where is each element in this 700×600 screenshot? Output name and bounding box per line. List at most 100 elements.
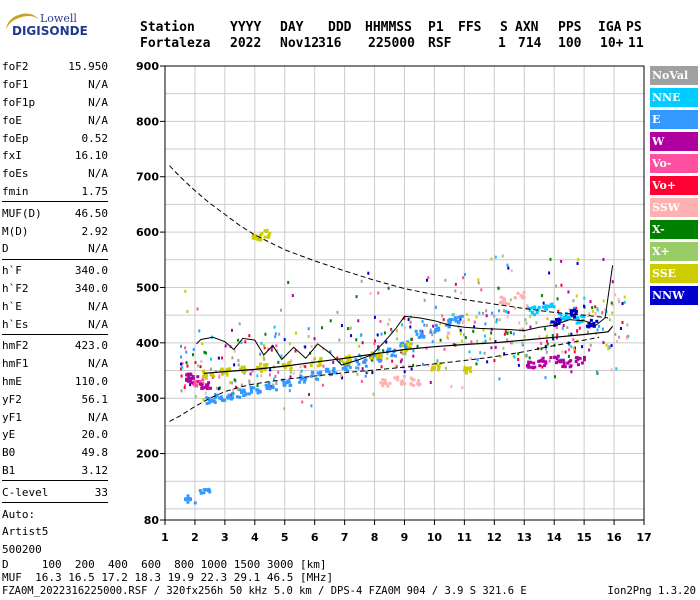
noise-point	[274, 374, 277, 378]
trace-point	[256, 237, 260, 241]
noise-point	[486, 360, 489, 364]
noise-point	[359, 333, 362, 337]
auto-line-1: Artist5	[2, 525, 49, 539]
param-name: B1	[2, 463, 16, 477]
noise-point	[401, 323, 404, 327]
trace-point	[437, 326, 441, 330]
noise-point	[400, 358, 403, 362]
trace-point	[376, 357, 380, 361]
noise-point	[512, 332, 515, 336]
noise-point	[549, 257, 552, 261]
trace-point	[563, 317, 567, 321]
noise-point	[498, 377, 501, 381]
trace-point	[507, 302, 511, 306]
trace-point	[228, 367, 232, 371]
param-name: C-level	[2, 485, 49, 499]
trace-point	[387, 347, 391, 351]
param-row-b0: B0 49.8	[2, 444, 108, 462]
param-separator	[2, 502, 108, 504]
param-value: N/A	[88, 95, 108, 109]
noise-point	[395, 365, 398, 369]
trace-point	[387, 349, 391, 353]
noise-point	[237, 358, 240, 362]
param-name: yF2	[2, 392, 22, 406]
trace-point	[189, 372, 193, 376]
trace-point	[529, 360, 533, 364]
noise-point	[561, 350, 564, 354]
noise-point	[338, 358, 341, 362]
param-row-foes: foEs N/A	[2, 165, 108, 183]
x-tick-label: 17	[636, 531, 651, 544]
header-label-11: PS	[626, 20, 642, 35]
trace-point	[373, 353, 377, 357]
header-label-9: PPS	[558, 20, 582, 35]
trace-point	[419, 329, 423, 333]
trace-point	[225, 372, 229, 376]
trace-point	[347, 354, 351, 358]
param-name: foF2	[2, 60, 29, 74]
noise-point	[557, 309, 560, 313]
trace-point	[580, 361, 584, 365]
param-name: h`E	[2, 299, 22, 313]
param-row-fmin: fmin 1.75	[2, 183, 108, 201]
trace-point	[429, 330, 433, 334]
noise-point	[507, 266, 510, 270]
trace-point	[447, 325, 451, 329]
param-value: 1.75	[81, 184, 109, 198]
noise-point	[610, 344, 613, 348]
header-label-4: HHMMSS	[365, 20, 412, 35]
noise-point	[583, 296, 586, 300]
legend-item-vo-: Vo+	[650, 176, 698, 195]
trace-point	[513, 296, 517, 300]
noise-point	[237, 363, 240, 367]
trace-point	[264, 364, 268, 368]
trace-point	[298, 380, 302, 384]
trace-point	[186, 500, 190, 504]
noise-point	[270, 384, 273, 388]
noise-point	[477, 281, 480, 285]
legend-item-nnw: NNW	[650, 286, 698, 305]
trace-point	[576, 357, 580, 361]
param-value: 340.0	[74, 281, 108, 295]
noise-point	[567, 290, 570, 294]
trace-point	[399, 342, 403, 346]
trace-point	[310, 370, 314, 374]
noise-point	[549, 322, 552, 326]
noise-point	[459, 317, 462, 321]
noise-point	[588, 312, 591, 316]
noise-point	[535, 321, 538, 325]
y-tick-label: 600	[136, 226, 159, 239]
y-tick-label: 400	[136, 337, 159, 350]
trace-point	[258, 390, 262, 394]
trace-point	[558, 318, 562, 322]
trace-point	[394, 354, 398, 358]
trace-point	[191, 375, 195, 379]
legend-item-nne: NNE	[650, 88, 698, 107]
trace-point	[575, 316, 579, 320]
noise-point	[611, 311, 614, 315]
noise-point	[322, 364, 325, 368]
noise-point	[198, 329, 201, 333]
trace-point	[569, 359, 573, 363]
param-name: foF1	[2, 78, 29, 92]
trace-point	[303, 378, 307, 382]
trace-point	[268, 231, 272, 235]
trace-point	[526, 364, 530, 368]
noise-point	[283, 338, 286, 342]
noise-point	[408, 364, 411, 368]
trace-point	[317, 373, 321, 377]
noise-point	[503, 352, 506, 356]
noise-point	[249, 372, 252, 376]
trace-point	[355, 360, 359, 364]
trace-point	[227, 393, 231, 397]
noise-point	[475, 362, 478, 366]
noise-point	[259, 352, 262, 356]
trace-point	[404, 343, 408, 347]
trace-point	[561, 317, 565, 321]
noise-point	[460, 291, 463, 295]
noise-point	[621, 302, 624, 306]
trace-point	[193, 501, 197, 505]
noise-point	[180, 374, 183, 378]
noise-point	[506, 315, 509, 319]
y-tick-label: 200	[136, 448, 159, 461]
